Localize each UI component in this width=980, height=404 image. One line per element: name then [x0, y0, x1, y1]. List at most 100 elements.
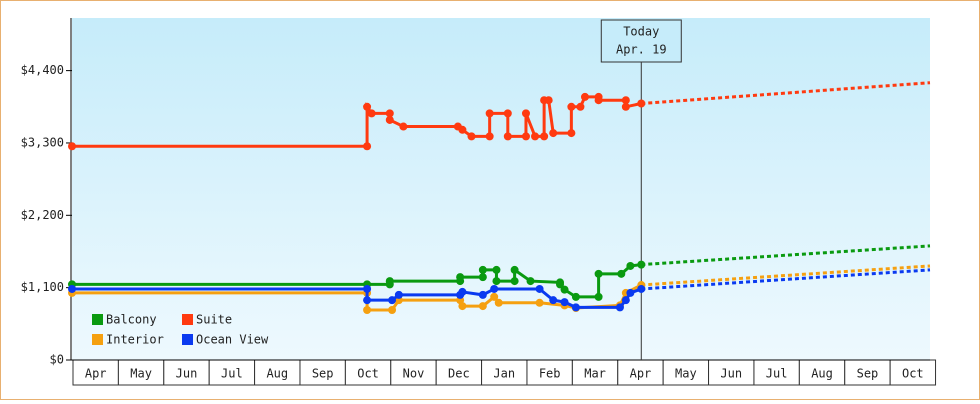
x-tick-label: Apr — [85, 367, 107, 381]
legend-swatch — [182, 334, 193, 345]
y-tick-label: $0 — [50, 353, 64, 367]
projection-line — [641, 244, 931, 267]
point — [521, 132, 530, 141]
point — [385, 109, 394, 118]
projection-line — [641, 268, 931, 291]
x-tick-label: Oct — [357, 367, 379, 381]
point — [494, 298, 503, 307]
point — [467, 132, 476, 141]
point — [510, 265, 519, 274]
point — [637, 99, 646, 108]
point — [363, 142, 372, 151]
point — [478, 302, 487, 311]
point — [363, 306, 372, 315]
legend-swatch — [92, 314, 103, 325]
point — [478, 273, 487, 282]
legend-swatch — [92, 334, 103, 345]
point — [594, 292, 603, 301]
point — [567, 129, 576, 138]
point — [535, 284, 544, 293]
point — [68, 284, 76, 293]
point — [621, 96, 630, 105]
projection-line — [641, 264, 931, 287]
x-tick-label: Jul — [766, 367, 788, 381]
point — [363, 102, 372, 111]
point — [560, 298, 569, 307]
point — [478, 290, 487, 299]
point — [456, 273, 465, 282]
x-tick-box — [708, 359, 755, 386]
x-tick-label: Oct — [902, 367, 924, 381]
point — [485, 109, 494, 118]
point — [544, 96, 553, 105]
x-tick-label: Apr — [630, 367, 652, 381]
x-tick-label: Aug — [266, 367, 288, 381]
point — [637, 284, 646, 293]
projection-line — [641, 81, 931, 105]
x-tick-box — [390, 359, 437, 386]
point — [492, 277, 501, 286]
point — [68, 142, 76, 151]
point — [526, 277, 535, 286]
point — [615, 303, 624, 312]
x-tick-label: Sep — [857, 367, 879, 381]
legend-swatch — [182, 314, 193, 325]
point — [571, 292, 580, 301]
today-date: Apr. 19 — [616, 43, 667, 57]
x-tick-box — [798, 359, 846, 386]
point — [560, 285, 569, 294]
point — [617, 269, 626, 278]
x-tick-label: Nov — [403, 367, 425, 381]
point — [626, 288, 635, 297]
point — [535, 298, 544, 307]
point — [363, 296, 372, 305]
legend-label: Interior — [106, 333, 164, 347]
point — [556, 280, 565, 289]
point — [388, 296, 397, 305]
point — [576, 102, 585, 111]
point — [594, 269, 603, 278]
point — [490, 284, 499, 293]
point — [388, 306, 397, 315]
x-tick-label: Jan — [493, 367, 515, 381]
y-tick-label: $2,200 — [21, 208, 64, 222]
point — [385, 115, 394, 124]
x-tick-label: Feb — [539, 367, 561, 381]
point — [594, 96, 603, 105]
x-tick-label: Mar — [584, 367, 606, 381]
x-tick-label: Aug — [811, 367, 833, 381]
x-tick-box — [844, 359, 891, 386]
point — [367, 109, 376, 118]
x-tick-label: Dec — [448, 367, 470, 381]
x-tick-box — [662, 359, 710, 386]
y-tick-label: $3,300 — [21, 135, 64, 149]
point — [394, 290, 403, 299]
point — [531, 132, 540, 141]
point — [580, 92, 589, 101]
plot-area — [72, 18, 930, 360]
point — [485, 132, 494, 141]
point — [549, 129, 558, 138]
point — [626, 261, 635, 270]
series-line — [72, 263, 642, 299]
point — [399, 122, 408, 131]
x-tick-label: Jun — [720, 367, 742, 381]
point — [549, 296, 558, 305]
point — [492, 265, 501, 274]
x-tick-label: May — [675, 367, 697, 381]
legend-label: Suite — [196, 313, 232, 327]
point — [571, 303, 580, 312]
point — [540, 132, 549, 141]
legend-label: Balcony — [106, 313, 157, 327]
point — [621, 102, 630, 111]
point — [490, 292, 499, 301]
point — [385, 277, 394, 286]
point — [478, 265, 487, 274]
point — [458, 287, 467, 296]
x-tick-box — [889, 359, 937, 386]
y-tick-label: $1,100 — [21, 280, 64, 294]
x-tick-label: Jun — [176, 367, 198, 381]
point — [458, 302, 467, 311]
x-tick-label: Sep — [312, 367, 334, 381]
